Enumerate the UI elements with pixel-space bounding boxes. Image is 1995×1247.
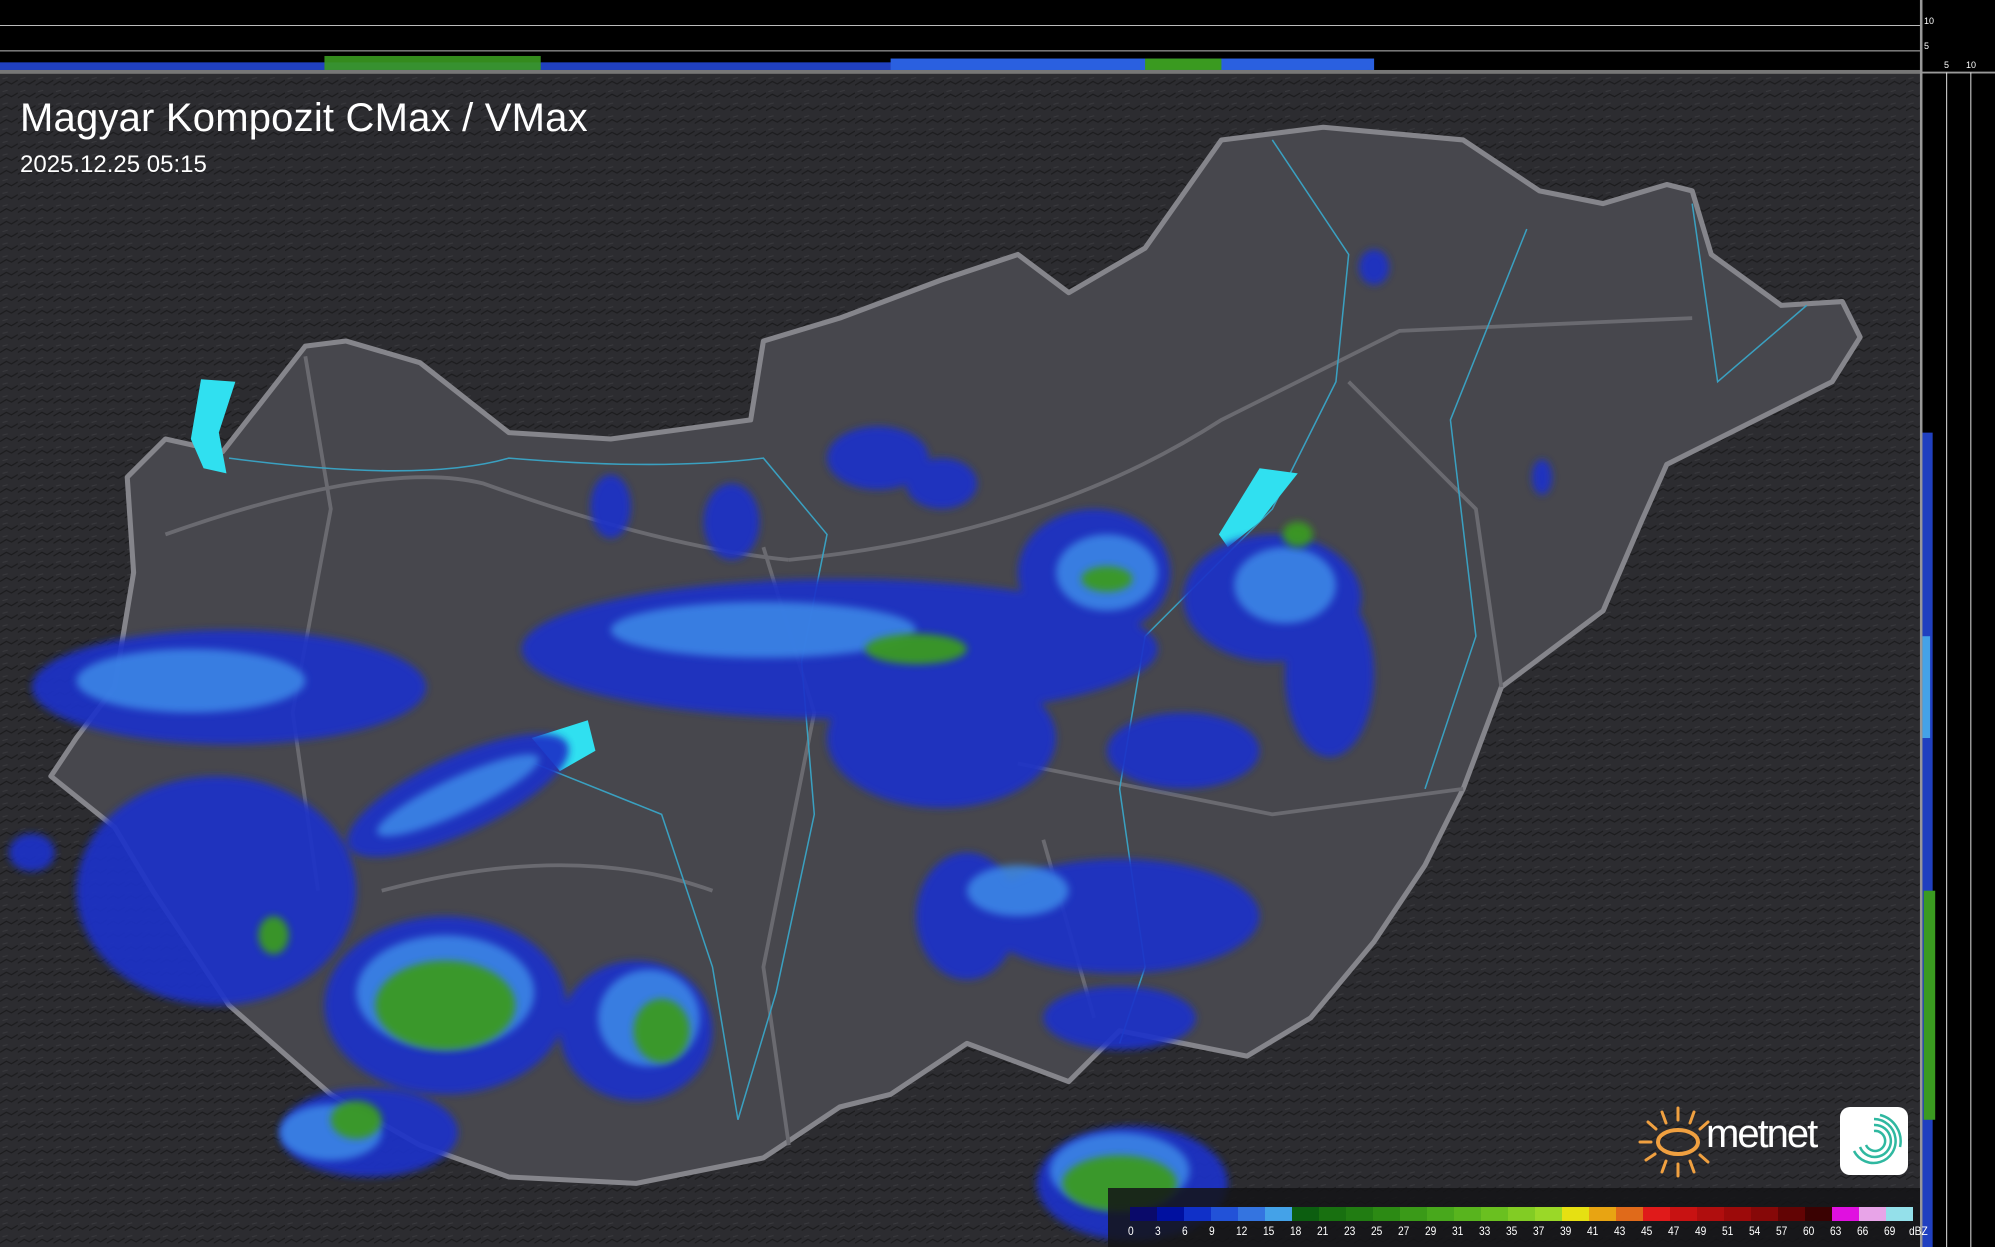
legend-swatch (1724, 1207, 1751, 1221)
legend-label: 23 (1344, 1224, 1356, 1238)
legend-label: 49 (1695, 1224, 1707, 1238)
legend-swatch (1427, 1207, 1454, 1221)
top-strip-tick-5: 5 (1924, 41, 1930, 51)
legend-swatch (1697, 1207, 1724, 1221)
legend-swatch (1346, 1207, 1373, 1221)
legend-swatch (1373, 1207, 1400, 1221)
metnet-logo: metnet (1636, 1104, 1926, 1178)
lake-ferto (190, 379, 236, 474)
legend-swatch (1832, 1207, 1859, 1221)
swirl-icon (1840, 1107, 1908, 1175)
legend-swatch (1670, 1207, 1697, 1221)
legend-swatch (1130, 1207, 1157, 1221)
legend-label: 41 (1587, 1224, 1599, 1238)
legend-swatch (1562, 1207, 1589, 1221)
legend-swatch (1400, 1207, 1427, 1221)
legend-label: 31 (1452, 1224, 1464, 1238)
map-title: Magyar Kompozit CMax / VMax (20, 96, 588, 140)
legend-label: 60 (1803, 1224, 1815, 1238)
legend-label: 25 (1371, 1224, 1383, 1238)
top-strip-tick-10: 10 (1924, 16, 1935, 26)
legend-swatch (1157, 1207, 1184, 1221)
legend-label: 33 (1479, 1224, 1491, 1238)
legend-swatch (1508, 1207, 1535, 1221)
legend-swatch (1238, 1207, 1265, 1221)
legend-label: 0 (1128, 1224, 1134, 1238)
legend-swatch (1454, 1207, 1481, 1221)
right-strip-tick-10: 10 (1966, 60, 1977, 70)
legend-swatch (1751, 1207, 1778, 1221)
legend-swatch (1859, 1207, 1886, 1221)
lake-balaton (1218, 468, 1298, 548)
legend-label: 43 (1614, 1224, 1626, 1238)
logo-text: metnet (1706, 1112, 1818, 1156)
right-strip-tick-5: 5 (1944, 60, 1950, 70)
legend-swatch (1265, 1207, 1292, 1221)
legend-label: 47 (1668, 1224, 1680, 1238)
precipitation-strong (258, 521, 1314, 1212)
legend-swatch (1616, 1207, 1643, 1221)
legend-swatch (1535, 1207, 1562, 1221)
legend-swatch (1481, 1207, 1508, 1221)
legend-swatch (1211, 1207, 1238, 1221)
sun-icon (1638, 1106, 1710, 1178)
legend-color-bar (1130, 1207, 1913, 1221)
legend-label: 54 (1749, 1224, 1761, 1238)
legend-swatch (1805, 1207, 1832, 1221)
legend-label: 45 (1641, 1224, 1653, 1238)
legend-label: 57 (1776, 1224, 1788, 1238)
legend-label: 27 (1398, 1224, 1410, 1238)
legend-label: 21 (1317, 1224, 1329, 1238)
legend-label: 37 (1533, 1224, 1545, 1238)
legend-label: 66 (1857, 1224, 1869, 1238)
legend-label: 39 (1560, 1224, 1572, 1238)
legend-label: 29 (1425, 1224, 1437, 1238)
legend-label: 3 (1155, 1224, 1161, 1238)
legend-label: 51 (1722, 1224, 1734, 1238)
legend-label: 9 (1209, 1224, 1215, 1238)
legend-label: 6 (1182, 1224, 1188, 1238)
legend-swatch (1778, 1207, 1805, 1221)
legend-swatch (1319, 1207, 1346, 1221)
legend-label: 12 (1236, 1224, 1248, 1238)
legend-swatch (1589, 1207, 1616, 1221)
legend-label: 35 (1506, 1224, 1518, 1238)
legend-label: 18 (1290, 1224, 1302, 1238)
legend-swatch (1184, 1207, 1211, 1221)
map-timestamp: 2025.12.25 05:15 (20, 151, 207, 178)
legend-swatch (1643, 1207, 1670, 1221)
legend-label: 15 (1263, 1224, 1275, 1238)
dbz-color-legend: 0 3 6 9 12 15 18 21 23 25 27 29 31 33 35 37 39 41 43 45 47 49… (1108, 1188, 1928, 1247)
legend-label: 63 (1830, 1224, 1842, 1238)
legend-swatch (1886, 1207, 1913, 1221)
legend-unit: dBZ (1909, 1224, 1928, 1238)
legend-swatch (1292, 1207, 1319, 1221)
legend-label: 69 (1884, 1224, 1896, 1238)
